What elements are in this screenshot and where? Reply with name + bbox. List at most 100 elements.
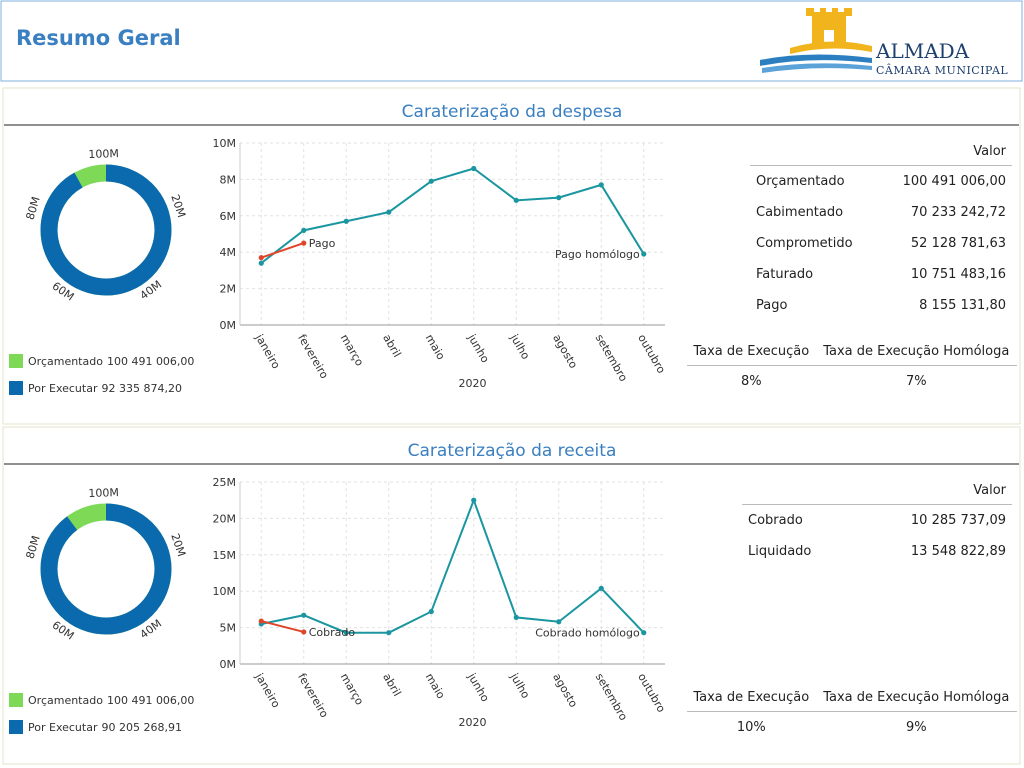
x-tick-label: junho (465, 670, 492, 704)
series-line (261, 497, 645, 634)
section-title: Caraterização da receita (408, 441, 617, 461)
values-table: Valor Orçamentado 100 491 006,00 Cabimentad… (750, 137, 1012, 321)
series-line (261, 620, 304, 633)
logo-subtitle: CÂMARA MUNICIPAL (876, 63, 1008, 77)
legend-name: Por Executar (28, 382, 98, 395)
series-point (513, 197, 519, 203)
table-cell: Orçamentado (756, 174, 845, 189)
table-cell: Faturado (756, 267, 814, 282)
series-point (301, 227, 307, 233)
legend-name: Orçamentado (28, 355, 103, 368)
header-cell: Valor (853, 476, 1012, 505)
section-title: Caraterização da despesa (402, 102, 623, 122)
page-title: Resumo Geral (16, 26, 181, 50)
x-tick-label: julho (507, 331, 532, 362)
table: Valor Orçamentado 100 491 006,00 Cabimentad… (750, 137, 1012, 321)
y-tick-label: 10M (213, 585, 237, 598)
y-tick-label: 10M (213, 137, 237, 150)
series-point (641, 251, 647, 257)
table-cell: 7% (905, 374, 927, 389)
table: Taxa de Execução Taxa de Execução Homólog… (687, 337, 1017, 397)
x-tick-label: janeiro (252, 331, 283, 371)
series-point (513, 614, 519, 621)
x-tick-label: abril (380, 332, 403, 360)
legend-value: 92 335 874,20 (101, 382, 181, 395)
table-row: Orçamentado 100 491 006,00 (750, 166, 1012, 198)
x-tick-label: setembro (593, 671, 631, 723)
series-point (301, 629, 307, 635)
legend-swatch (9, 720, 23, 734)
table-header-row: Taxa de Execução Taxa de Execução Homólog… (687, 683, 1017, 712)
table-cell: Comprometido (756, 236, 853, 251)
legend-name: Por Executar (28, 721, 98, 734)
table-cell: 10 285 737,09 (910, 513, 1006, 528)
table-row: Pago 8 155 131,80 (750, 290, 1012, 321)
x-tick-label: outubro (635, 332, 668, 376)
table-cell: 9% (905, 720, 927, 735)
table-row: 8% 7% (687, 366, 1017, 398)
table-cell: Liquidado (748, 544, 812, 559)
y-tick-label: 6M (220, 210, 237, 223)
series-point (471, 497, 477, 503)
donut-tick-label: 20M (168, 532, 188, 558)
x-tick-label: abril (380, 671, 403, 699)
y-tick-label: 20M (213, 512, 237, 525)
x-tick-label: janeiro (252, 670, 283, 710)
y-tick-label: 5M (220, 622, 237, 635)
logo: ALMADA CÂMARA MUNICIPAL (760, 8, 1008, 77)
x-tick-label: agosto (550, 332, 580, 371)
x-tick-label: março (338, 332, 367, 369)
series-point (258, 255, 264, 261)
x-tick-label: fevereiro (295, 332, 331, 381)
header-cell: Taxa de Execução (687, 337, 816, 366)
logo-name: ALMADA (875, 39, 970, 63)
x-tick-label: outubro (635, 671, 668, 715)
legend-value: 100 491 006,00 (107, 355, 194, 368)
series-point (258, 260, 264, 266)
series-point (343, 218, 349, 224)
table-header-row: Taxa de Execução Taxa de Execução Homólog… (687, 337, 1017, 366)
series-point (301, 612, 307, 618)
x-tick-label: fevereiro (295, 671, 331, 720)
y-tick-label: 25M (213, 476, 237, 489)
legend-swatch (9, 354, 23, 368)
table-cell: Pago (756, 298, 788, 313)
series-point (343, 630, 349, 636)
y-tick-label: 0M (220, 658, 237, 671)
legend-label: Orçamentado 100 491 006,00 (28, 355, 194, 368)
table: Taxa de Execução Taxa de Execução Homólog… (687, 683, 1017, 743)
table-cell: 13 548 822,89 (910, 544, 1006, 559)
table-cell: Cabimentado (756, 205, 844, 220)
legend-label: Por Executar90 205 268,91 (28, 721, 182, 734)
table-cell: 70 233 242,72 (910, 205, 1006, 220)
table-row: Comprometido 52 128 781,63 (750, 228, 1012, 259)
x-tick-label: agosto (550, 671, 580, 710)
x-tick-label: junho (465, 331, 492, 365)
legend-swatch (9, 693, 23, 707)
series-line (260, 242, 305, 259)
table-row: Cabimentado 70 233 242,72 (750, 197, 1012, 228)
table-row: Cobrado 10 285 737,09 (742, 505, 1012, 537)
header-cell: Valor (876, 137, 1012, 166)
legend-value: 90 205 268,91 (101, 721, 181, 734)
series-label: Cobrado homólogo (535, 627, 640, 640)
section-box (2, 87, 1021, 425)
series-point (556, 195, 562, 201)
table-cell: 10% (736, 720, 766, 735)
series-point (386, 209, 392, 215)
table-cell: Cobrado (748, 513, 803, 528)
table-cell: 8 155 131,80 (919, 298, 1006, 313)
y-tick-label: 0M (220, 319, 237, 332)
x-axis-label: 2020 (459, 377, 487, 390)
y-tick-label: 4M (220, 246, 237, 259)
x-tick-label: setembro (593, 332, 631, 384)
series-point (386, 630, 392, 636)
donut-tick-label: 100M (88, 486, 119, 500)
x-tick-label: maio (423, 671, 448, 701)
donut-segment (40, 164, 172, 296)
table-cell: 52 128 781,63 (910, 236, 1006, 251)
values-table: Valor Cobrado 10 285 737,09 Liquidado 13 548… (742, 476, 1012, 567)
header-cell: Taxa de Execução (687, 683, 816, 712)
